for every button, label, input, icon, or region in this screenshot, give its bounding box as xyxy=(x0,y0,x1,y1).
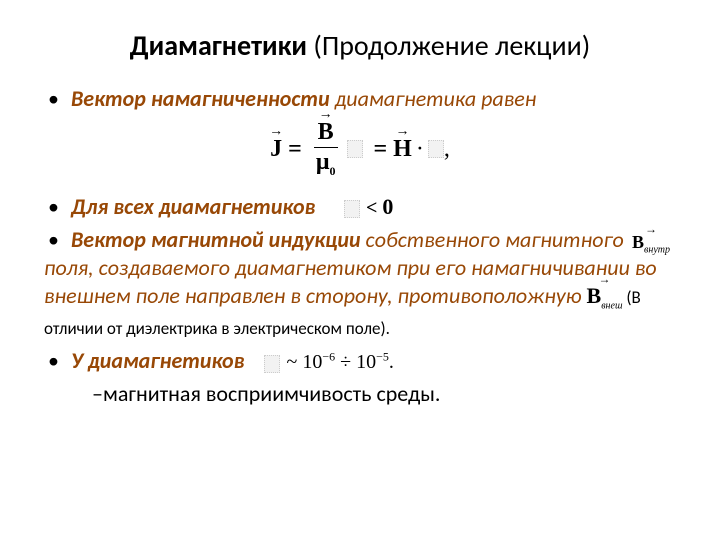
subline-text: –магнитная восприимчивость среды. xyxy=(92,380,440,407)
bullet-dot-icon: • xyxy=(48,226,59,253)
eq1-chi2-placeholder xyxy=(428,140,444,158)
eq1-den: μ0 xyxy=(312,148,340,179)
equation-1: J = B μ0 = H · , xyxy=(44,119,676,179)
eq1-frac: B μ0 xyxy=(312,119,340,179)
b4-p2: −5 xyxy=(376,350,389,364)
eq1-B: B xyxy=(318,119,334,146)
eq1-H-letter: H xyxy=(393,136,412,162)
b4-p1: −6 xyxy=(322,350,335,364)
bullet-3: •Вектор магнитной индукции собственного … xyxy=(44,226,676,342)
b4-chi-placeholder xyxy=(264,355,280,373)
b4-ten2: 10 xyxy=(356,351,376,373)
b1-emph: Вектор намагниченности xyxy=(71,85,330,112)
b4-tilde: ~ xyxy=(282,351,303,373)
b3-Bvnutr-sub: внутр xyxy=(644,244,670,255)
eq1-eq2: = xyxy=(373,136,387,163)
b3-Bvnesh-sub: внеш xyxy=(601,300,622,311)
bullet-dot-icon: • xyxy=(48,85,59,113)
eq1-chi-placeholder xyxy=(347,140,363,158)
slide-title: Диамагнетики (Продолжение лекции) xyxy=(44,28,676,63)
b2-emph: Для всех диамагнетиков xyxy=(71,193,315,220)
subline: –магнитная восприимчивость среды. xyxy=(92,380,676,408)
b3-emph: Вектор магнитной индукции xyxy=(71,226,361,253)
b1-plain: диамагнетика равен xyxy=(330,85,537,112)
bullet-1: • Вектор намагниченности диамагнетика ра… xyxy=(44,85,676,113)
title-bold: Диамагнетики xyxy=(130,28,307,63)
b4-ten1: 10 xyxy=(302,351,322,373)
bullet-4: • У диамагнетиков ~ 10−6 ÷ 10−5. xyxy=(44,347,676,376)
b4-div: ÷ xyxy=(335,351,356,373)
b4-expr: ~ 10−6 ÷ 10−5. xyxy=(264,351,394,373)
slide: Диамагнетики (Продолжение лекции) • Вект… xyxy=(0,0,720,540)
eq1-zero: 0 xyxy=(329,164,335,178)
b2-chi-placeholder xyxy=(344,200,360,218)
b2-ineq: < 0 xyxy=(344,194,393,219)
bullet-2: • Для всех диамагнетиков < 0 xyxy=(44,193,676,222)
eq1-eq1: = xyxy=(288,136,302,163)
b3-Bvnutr: →Bвнутр xyxy=(632,232,670,256)
eq1-H: H xyxy=(393,136,412,163)
b4-dot: . xyxy=(389,351,394,373)
title-rest: (Продолжение лекции) xyxy=(307,28,590,63)
eq1-dot: · xyxy=(416,136,424,163)
bullet-dot-icon: • xyxy=(48,347,59,375)
b2-lt: < xyxy=(366,197,382,219)
eq1-J-letter: J xyxy=(270,136,282,162)
b4-emph: У диамагнетиков xyxy=(71,347,245,374)
eq1-mu: μ xyxy=(316,149,330,175)
eq1-final: , xyxy=(444,136,450,163)
b3-Bvnesh: →Bвнеш xyxy=(587,282,623,313)
b2-zero: 0 xyxy=(382,194,393,219)
eq1-J: J xyxy=(270,136,282,163)
eq1-B-letter: B xyxy=(318,119,334,145)
b3-Bvnutr-B: B xyxy=(632,232,644,252)
bullet-dot-icon: • xyxy=(48,193,59,221)
